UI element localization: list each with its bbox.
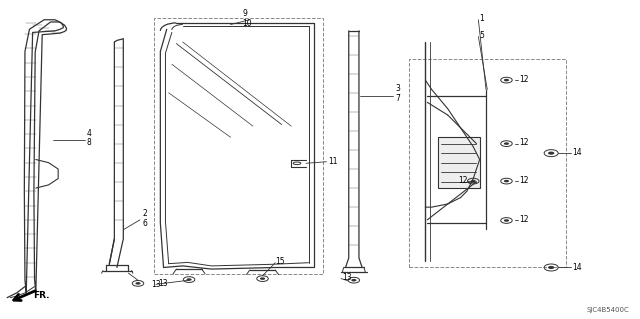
Text: 3
7: 3 7 [396,85,400,103]
Circle shape [504,142,509,145]
Text: 12: 12 [519,176,529,185]
Text: 15: 15 [275,257,285,266]
Circle shape [136,282,141,285]
Text: 13: 13 [151,279,161,288]
Text: FR.: FR. [33,291,49,300]
Text: 12: 12 [519,138,529,147]
Text: 9
10: 9 10 [242,9,252,27]
Circle shape [504,219,509,222]
Circle shape [351,279,356,281]
Text: 2
6: 2 6 [143,209,147,228]
Circle shape [548,152,554,155]
Circle shape [504,79,509,81]
Text: 13: 13 [159,279,168,288]
Bar [410,59,566,268]
Circle shape [186,278,191,281]
Circle shape [548,266,554,269]
Circle shape [260,277,265,280]
Text: 1: 1 [479,14,484,23]
Bar [154,18,323,274]
Text: 13: 13 [342,273,352,282]
Text: SJC4B5400C: SJC4B5400C [587,307,630,313]
Text: 12: 12 [519,215,529,224]
Text: 14: 14 [572,148,582,157]
Circle shape [470,180,476,182]
Text: 12: 12 [519,75,529,84]
Text: 5: 5 [479,31,484,40]
FancyBboxPatch shape [438,137,479,188]
Text: 4
8: 4 8 [87,129,92,147]
Text: 11: 11 [328,157,338,166]
Circle shape [504,180,509,182]
Text: 12: 12 [459,176,468,185]
Text: 14: 14 [572,263,582,272]
